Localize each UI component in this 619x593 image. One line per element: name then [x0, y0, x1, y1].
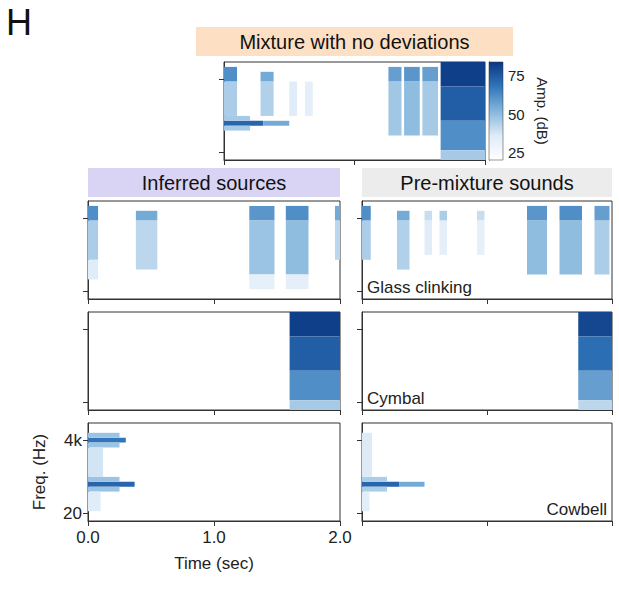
svg-text:0.0: 0.0 [76, 528, 100, 547]
svg-text:20: 20 [63, 504, 82, 523]
svg-text:Pre-mixture sounds: Pre-mixture sounds [400, 172, 573, 194]
svg-text:Glass clinking: Glass clinking [367, 278, 472, 297]
svg-text:Mixture with no deviations: Mixture with no deviations [239, 31, 469, 53]
svg-text:Inferred sources: Inferred sources [142, 172, 287, 194]
svg-text:Freq. (Hz): Freq. (Hz) [30, 434, 49, 511]
svg-text:H: H [6, 2, 32, 43]
svg-text:Amp. (dB): Amp. (dB) [534, 77, 551, 145]
svg-text:1.0: 1.0 [202, 528, 226, 547]
svg-text:75: 75 [508, 67, 525, 84]
svg-text:Cymbal: Cymbal [367, 389, 425, 408]
svg-text:Cowbell: Cowbell [547, 500, 607, 519]
svg-text:2.0: 2.0 [328, 528, 352, 547]
svg-text:Time (sec): Time (sec) [174, 554, 254, 573]
svg-text:50: 50 [508, 106, 525, 123]
svg-text:4k: 4k [64, 431, 82, 450]
svg-text:25: 25 [508, 144, 525, 161]
